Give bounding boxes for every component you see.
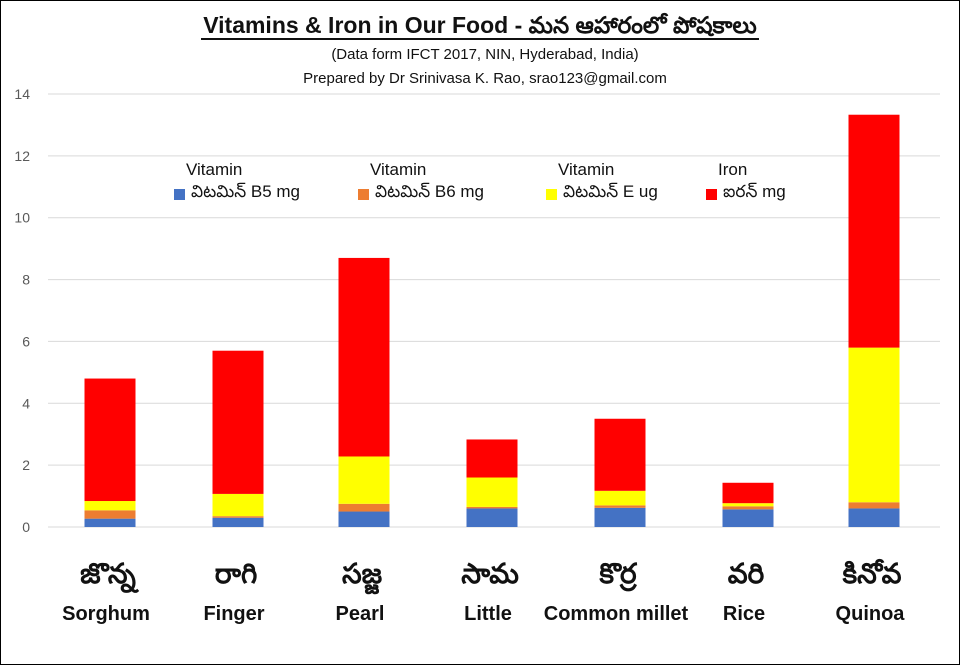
x-label-telugu: కినోవ xyxy=(842,557,902,590)
bar-segment xyxy=(594,490,646,506)
bar-segment xyxy=(84,501,136,511)
bar-segment xyxy=(338,257,390,457)
legend-swatch xyxy=(174,188,185,200)
y-tick-label: 0 xyxy=(22,519,30,535)
legend-label: విటమిన్ E ug xyxy=(563,182,658,201)
bar-segment xyxy=(466,477,518,507)
chart-title: Vitamins & Iron in Our Food - మన ఆహారంలో… xyxy=(201,12,759,40)
y-tick-label: 14 xyxy=(14,86,30,102)
bar-segment xyxy=(84,518,136,527)
x-label-english: Common millet xyxy=(544,603,689,625)
y-tick-label: 2 xyxy=(22,457,30,473)
y-tick-label: 12 xyxy=(14,148,30,164)
y-tick-label: 8 xyxy=(22,272,30,288)
y-tick-label: 6 xyxy=(22,333,30,349)
bar-segment xyxy=(338,511,390,527)
bar-segment xyxy=(338,456,390,504)
chart-subtitle: (Data form IFCT 2017, NIN, Hyderabad, In… xyxy=(331,46,639,63)
y-tick-label: 10 xyxy=(14,210,30,226)
legend-label: విటమిన్ B5 mg xyxy=(191,182,300,201)
legend-header: Vitamin xyxy=(370,160,427,179)
legend-swatch xyxy=(358,188,369,200)
bar-segment xyxy=(594,505,646,508)
x-label-telugu: రాగి xyxy=(215,557,258,590)
x-label-telugu: జొన్న xyxy=(80,557,140,593)
bar-segment xyxy=(848,508,900,527)
legend-header: Iron xyxy=(718,160,748,179)
bar-segment xyxy=(212,517,264,527)
legend-swatch xyxy=(546,188,557,200)
x-label-english: Sorghum xyxy=(62,603,150,625)
bar-segment xyxy=(722,509,774,527)
bar-segment xyxy=(594,507,646,527)
bar-segment xyxy=(848,502,900,509)
bar-segment xyxy=(212,350,264,494)
bar-segment xyxy=(466,506,518,509)
x-label-english: Little xyxy=(464,603,512,625)
chart-author: Prepared by Dr Srinivasa K. Rao, srao123… xyxy=(303,70,667,87)
bar-segment xyxy=(722,506,774,510)
bar-segment xyxy=(722,482,774,504)
bar-segment xyxy=(84,510,136,519)
bar-segment xyxy=(722,503,774,507)
legend-header: Vitamin xyxy=(558,160,615,179)
bar-segment xyxy=(594,418,646,491)
bar-segment xyxy=(466,439,518,478)
bar-segment xyxy=(466,508,518,527)
x-label-telugu: వరి xyxy=(728,557,765,590)
x-label-english: Quinoa xyxy=(836,603,906,625)
bar-segment xyxy=(84,378,136,502)
bar-segment xyxy=(338,503,390,512)
x-label-telugu: కొర్ర xyxy=(598,557,638,592)
x-label-english: Finger xyxy=(203,603,264,625)
legend: Vitamin విటమిన్ B5 mg Vitamin విటమిన్ B6… xyxy=(0,160,960,210)
legend-header: Vitamin xyxy=(186,160,243,179)
legend-label: ఐరన్ mg xyxy=(723,182,786,201)
bar-segment xyxy=(848,347,900,503)
y-tick-label: 4 xyxy=(22,395,30,411)
legend-label: విటమిన్ B6 mg xyxy=(375,182,484,201)
bar-segment xyxy=(212,516,264,518)
x-label-telugu: సజ్జ xyxy=(342,557,383,595)
x-label-telugu: సామ xyxy=(461,557,519,590)
legend-swatch xyxy=(706,188,717,200)
bar-segment xyxy=(848,114,900,348)
x-label-english: Rice xyxy=(723,603,765,625)
bar-segment xyxy=(212,493,264,517)
x-label-english: Pearl xyxy=(336,603,385,625)
